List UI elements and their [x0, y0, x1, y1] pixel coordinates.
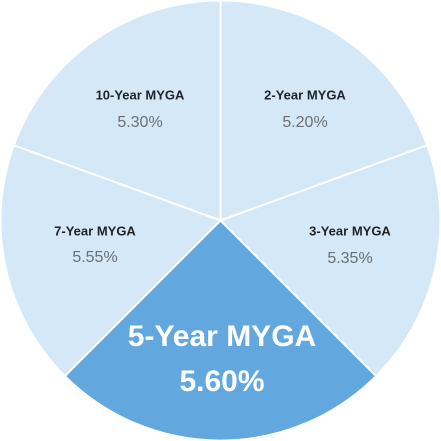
slice-2-year	[219, 0, 429, 222]
highlight-name: 5-Year MYGA	[128, 320, 316, 353]
segment-name: 3-Year MYGA	[309, 223, 391, 238]
segment-rate: 5.30%	[117, 114, 162, 131]
segment-name: 7-Year MYGA	[54, 223, 136, 238]
segment-rate: 5.55%	[72, 249, 117, 266]
segment-rate: 5.35%	[327, 250, 372, 267]
slice-10-year	[12, 0, 222, 222]
slice-3-year	[218, 144, 441, 378]
segment-rate: 5.20%	[282, 114, 327, 131]
segment-name: 10-Year MYGA	[96, 87, 185, 102]
highlight-rate: 5.60%	[179, 365, 264, 398]
slice-7-year	[0, 144, 223, 378]
segment-name: 2-Year MYGA	[264, 87, 346, 102]
